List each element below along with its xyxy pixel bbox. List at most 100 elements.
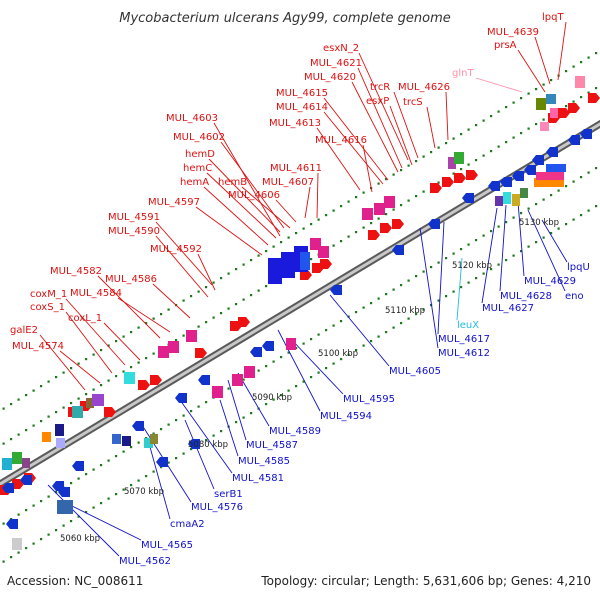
gene-label-mul-4585[interactable]: MUL_4585	[238, 456, 290, 467]
gene-label-mul-4628[interactable]: MUL_4628	[500, 291, 552, 302]
gene-label-mul-4595[interactable]: MUL_4595	[343, 394, 395, 405]
tick-dot	[92, 388, 95, 391]
scale-label: 5110 kbp	[385, 306, 425, 316]
tick-dot	[490, 115, 493, 118]
gene-label-mul-4597[interactable]: MUL_4597	[148, 197, 200, 208]
gene-label-mul-4615[interactable]: MUL_4615	[276, 88, 328, 99]
gene-label-mul-4611[interactable]: MUL_4611	[270, 163, 322, 174]
gene-label-mul-4584[interactable]: MUL_4584	[70, 288, 122, 299]
gene-label-cmaa2[interactable]: cmaA2	[170, 519, 205, 530]
tick-dot	[280, 356, 283, 359]
leader-line	[304, 186, 311, 219]
gene-label-mul-4591[interactable]: MUL_4591	[108, 212, 160, 223]
gene-label-mul-4614[interactable]: MUL_4614	[276, 102, 328, 113]
tick-dot	[115, 340, 118, 343]
tick-dot	[205, 286, 208, 289]
scale-label: 5060 kbp	[60, 534, 100, 544]
tick-dot	[385, 331, 388, 334]
tick-dot	[497, 225, 500, 228]
tick-dot	[85, 393, 88, 396]
gene-label-mul-4617[interactable]: MUL_4617	[438, 334, 490, 345]
leader-line	[517, 201, 525, 277]
gene-label-coxs-1[interactable]: coxS_1	[30, 302, 65, 313]
gene-label-prsa[interactable]: prsA	[494, 40, 517, 51]
tick-dot	[565, 70, 568, 73]
tick-dot	[205, 401, 208, 404]
tick-dot	[287, 389, 290, 392]
gene-label-lpqu[interactable]: lpqU	[567, 262, 590, 273]
gene-label-mul-4605[interactable]: MUL_4605	[389, 366, 441, 377]
gene-label-mul-4586[interactable]: MUL_4586	[105, 274, 157, 285]
tick-dot	[250, 412, 253, 415]
gene-label-lpqt[interactable]: lpqT	[542, 12, 564, 23]
gene-label-mul-4606[interactable]: MUL_4606	[228, 190, 280, 201]
tick-dot	[595, 205, 598, 208]
gene-label-glnt[interactable]: glnT	[452, 68, 474, 79]
gene-label-mul-4590[interactable]: MUL_4590	[108, 226, 160, 237]
tick-dot	[10, 403, 13, 406]
tick-dot	[25, 394, 28, 397]
gene-label-mul-4616[interactable]: MUL_4616	[315, 135, 367, 146]
gene-label-coxm-1[interactable]: coxM_1	[30, 289, 67, 300]
tick-dot	[392, 326, 395, 329]
tick-dot	[55, 376, 58, 379]
gene-label-mul-4607[interactable]: MUL_4607	[262, 177, 314, 188]
gene-label-mul-4582[interactable]: MUL_4582	[50, 266, 102, 277]
leader-line	[65, 298, 126, 366]
gene-label-serb1[interactable]: serB1	[214, 489, 243, 500]
gene-label-trcr[interactable]: trcR	[370, 82, 390, 93]
gene-label-coxl-1[interactable]: coxL_1	[68, 313, 102, 324]
gene-label-mul-4587[interactable]: MUL_4587	[246, 440, 298, 451]
gene-label-mul-4594[interactable]: MUL_4594	[320, 411, 372, 422]
tick-dot	[100, 384, 103, 387]
gene-label-mul-4626[interactable]: MUL_4626	[398, 82, 450, 93]
tick-dot	[70, 367, 73, 370]
tick-dot	[55, 529, 58, 532]
gene-label-mul-4581[interactable]: MUL_4581	[232, 473, 284, 484]
gene-label-mul-4627[interactable]: MUL_4627	[482, 303, 534, 314]
leader-line	[419, 227, 439, 349]
leader-line	[213, 122, 281, 237]
tick-dot	[2, 560, 5, 563]
tick-dot	[175, 339, 178, 342]
gene-label-mul-4613[interactable]: MUL_4613	[269, 118, 321, 129]
gene-label-mul-4589[interactable]: MUL_4589	[269, 426, 321, 437]
gene-label-mul-4602[interactable]: MUL_4602	[173, 132, 225, 143]
blue-gene-cluster	[268, 246, 310, 284]
gene-label-mul-4562[interactable]: MUL_4562	[119, 556, 171, 567]
tick-dot	[175, 457, 178, 460]
tick-dot	[160, 313, 163, 316]
gene-label-esxn-2[interactable]: esxN_2	[323, 43, 359, 54]
gene-label-hemb[interactable]: hemB	[218, 177, 247, 188]
gene-label-leux[interactable]: leuX	[457, 320, 479, 331]
gene-label-hemd[interactable]: hemD	[185, 149, 215, 160]
gene-label-trcs[interactable]: trcS	[403, 97, 423, 108]
gene-label-mul-4576[interactable]: MUL_4576	[191, 502, 243, 513]
leader-line	[351, 81, 399, 173]
gene-label-esxp[interactable]: esxP	[366, 96, 389, 107]
gene-label-mul-4603[interactable]: MUL_4603	[166, 113, 218, 124]
tick-dot	[62, 524, 65, 527]
gene-label-hemc[interactable]: hemC	[183, 163, 212, 174]
gene-label-mul-4639[interactable]: MUL_4639	[487, 27, 539, 38]
gene-label-mul-4612[interactable]: MUL_4612	[438, 348, 490, 359]
tick-dot	[437, 181, 440, 184]
leader-line	[197, 253, 216, 291]
gene-label-eno[interactable]: eno	[565, 291, 584, 302]
gene-label-hema[interactable]: hemA	[180, 177, 209, 188]
gene-label-mul-4574[interactable]: MUL_4574	[12, 341, 64, 352]
tick-dot	[430, 151, 433, 154]
tick-dot	[85, 358, 88, 361]
gene-label-mul-4592[interactable]: MUL_4592	[150, 244, 202, 255]
gene-label-gale2[interactable]: galE2	[10, 325, 38, 336]
gene-label-mul-4629[interactable]: MUL_4629	[524, 276, 576, 287]
tick-dot	[527, 127, 530, 130]
gene-label-mul-4620[interactable]: MUL_4620	[304, 72, 356, 83]
scale-label: 5080 kbp	[188, 440, 228, 450]
gene-label-mul-4565[interactable]: MUL_4565	[141, 540, 193, 551]
tick-dot	[332, 244, 335, 247]
tick-dot	[152, 317, 155, 320]
tick-dot	[392, 208, 395, 211]
tick-dot	[317, 218, 320, 221]
gene-label-mul-4621[interactable]: MUL_4621	[310, 58, 362, 69]
